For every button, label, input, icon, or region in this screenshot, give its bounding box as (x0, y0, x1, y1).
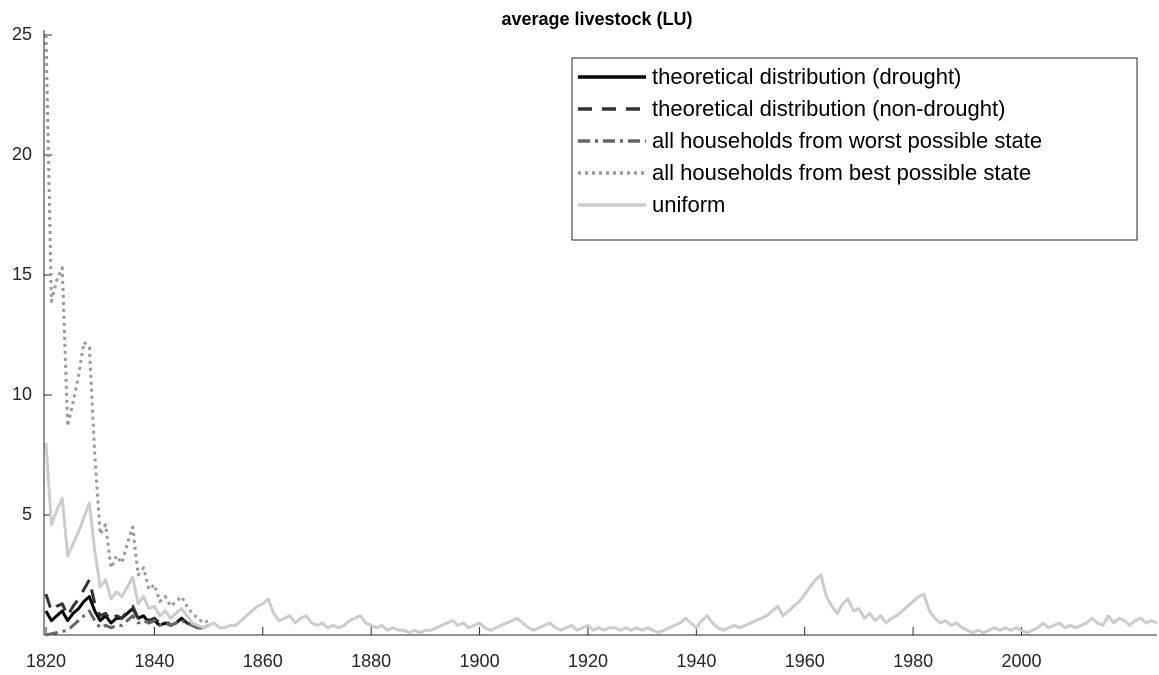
legend-label: all households from best possible state (652, 160, 1031, 185)
legend-label: theoretical distribution (drought) (652, 64, 961, 89)
series-line (44, 595, 210, 630)
y-tick-label: 15 (12, 264, 32, 284)
y-tick-label: 25 (12, 24, 32, 44)
series-line (44, 34, 210, 625)
x-tick-label: 1840 (134, 651, 174, 671)
x-tick-label: 1820 (26, 651, 66, 671)
x-tick-label: 1940 (676, 651, 716, 671)
x-tick-label: 1900 (460, 651, 500, 671)
x-tick-label: 1860 (243, 651, 283, 671)
legend-label: theoretical distribution (non-drought) (652, 96, 1005, 121)
chart-title: average livestock (LU) (501, 9, 692, 29)
x-tick-label: 1980 (893, 651, 933, 671)
x-tick-label: 1920 (568, 651, 608, 671)
series-line (44, 442, 1158, 635)
series-line (45, 609, 210, 637)
x-tick-label: 1880 (351, 651, 391, 671)
y-tick-label: 10 (12, 384, 32, 404)
plot-area: 5 10 15 20 25 1820 1840 1860 1880 1900 1920 1940 196… (12, 24, 1158, 671)
legend-label: all households from worst possible state (652, 128, 1042, 153)
series-line (44, 578, 210, 630)
x-tick-label: 1960 (785, 651, 825, 671)
legend-label: uniform (652, 192, 725, 217)
y-tick-label: 20 (12, 144, 32, 164)
y-tick-label: 5 (22, 504, 32, 524)
legend-box (571, 57, 1138, 241)
x-tick-label: 2000 (1001, 651, 1041, 671)
legend: theoretical distribution (drought) theore… (571, 57, 1138, 241)
